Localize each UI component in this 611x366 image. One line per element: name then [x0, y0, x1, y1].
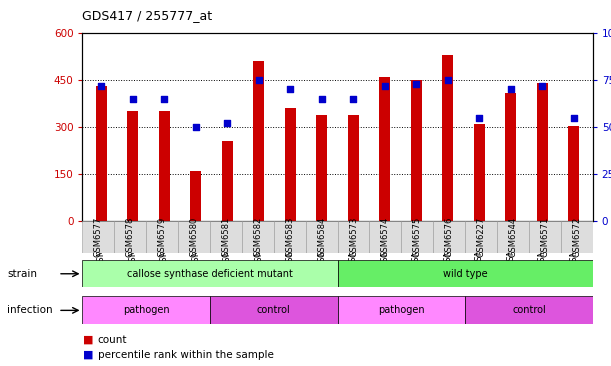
Bar	[159, 112, 170, 221]
Bar	[337, 296, 465, 324]
Bar	[210, 221, 242, 253]
Bar	[82, 260, 337, 287]
Bar	[474, 124, 485, 221]
Bar	[306, 221, 337, 253]
Bar	[178, 221, 210, 253]
Bar	[561, 221, 593, 253]
Text: GSM6582: GSM6582	[254, 217, 262, 257]
Bar	[497, 221, 529, 253]
Point	[317, 96, 327, 102]
Bar	[274, 221, 306, 253]
Bar	[210, 296, 337, 324]
Point	[222, 120, 232, 126]
Bar	[146, 221, 178, 253]
Text: infection: infection	[7, 305, 53, 315]
Text: GSM6580: GSM6580	[189, 217, 199, 257]
Text: GSM6572: GSM6572	[573, 217, 581, 257]
Text: GSM6576: GSM6576	[445, 217, 454, 257]
Text: GSM6584: GSM6584	[317, 217, 326, 257]
Bar	[348, 115, 359, 221]
Bar	[254, 61, 265, 221]
Point	[254, 77, 264, 83]
Bar	[529, 221, 561, 253]
Text: GSM6583: GSM6583	[285, 217, 295, 257]
Text: ■: ■	[82, 335, 93, 345]
Text: pathogen: pathogen	[378, 305, 425, 315]
Text: callose synthase deficient mutant: callose synthase deficient mutant	[127, 269, 293, 279]
Bar	[465, 296, 593, 324]
Bar	[568, 126, 579, 221]
Bar	[370, 221, 401, 253]
Bar	[82, 221, 114, 253]
Point	[285, 87, 295, 93]
Text: GSM6544: GSM6544	[508, 217, 518, 257]
Text: GSM6227: GSM6227	[477, 217, 486, 257]
Bar	[222, 141, 233, 221]
Text: GSM6574: GSM6574	[381, 217, 390, 257]
Bar	[316, 115, 327, 221]
Text: GSM6579: GSM6579	[158, 217, 167, 257]
Bar	[337, 260, 593, 287]
Bar	[401, 221, 433, 253]
Point	[128, 96, 137, 102]
Text: GDS417 / 255777_at: GDS417 / 255777_at	[82, 9, 213, 22]
Point	[569, 115, 579, 121]
Text: strain: strain	[7, 269, 37, 279]
Text: count: count	[98, 335, 127, 345]
Bar	[96, 86, 107, 221]
Bar	[411, 80, 422, 221]
Text: control: control	[257, 305, 291, 315]
Point	[474, 115, 484, 121]
Point	[191, 124, 201, 130]
Text: GSM6573: GSM6573	[349, 217, 358, 257]
Point	[159, 96, 169, 102]
Text: ■: ■	[82, 350, 93, 360]
Bar	[433, 221, 465, 253]
Bar	[191, 171, 202, 221]
Text: GSM6571: GSM6571	[540, 217, 549, 257]
Point	[538, 83, 547, 89]
Point	[506, 87, 516, 93]
Bar	[537, 83, 548, 221]
Point	[380, 83, 390, 89]
Bar	[465, 221, 497, 253]
Point	[411, 81, 421, 87]
Text: GSM6575: GSM6575	[413, 217, 422, 257]
Bar	[114, 221, 146, 253]
Text: percentile rank within the sample: percentile rank within the sample	[98, 350, 274, 360]
Text: wild type: wild type	[443, 269, 488, 279]
Bar	[337, 221, 370, 253]
Text: GSM6578: GSM6578	[126, 217, 135, 257]
Text: pathogen: pathogen	[123, 305, 170, 315]
Bar	[242, 221, 274, 253]
Bar	[285, 108, 296, 221]
Point	[443, 77, 453, 83]
Bar	[505, 93, 516, 221]
Point	[348, 96, 358, 102]
Point	[97, 83, 106, 89]
Bar	[82, 296, 210, 324]
Text: GSM6577: GSM6577	[94, 217, 103, 257]
Text: GSM6581: GSM6581	[221, 217, 230, 257]
Bar	[379, 77, 390, 221]
Text: control: control	[512, 305, 546, 315]
Bar	[442, 55, 453, 221]
Bar	[127, 112, 138, 221]
